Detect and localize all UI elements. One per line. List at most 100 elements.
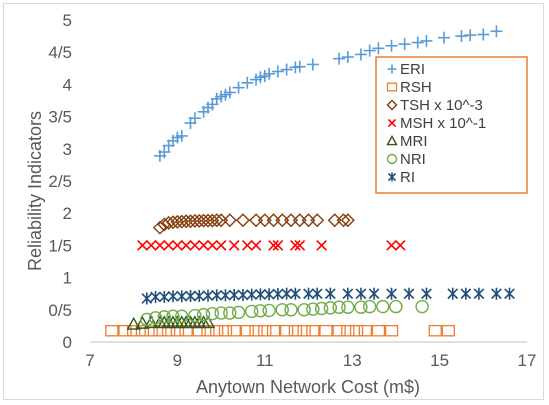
x-tick-label: 17 <box>518 351 537 370</box>
data-point <box>141 292 153 305</box>
data-point <box>310 213 325 228</box>
data-point <box>175 129 188 142</box>
data-point <box>385 39 398 52</box>
y-tick-label: 0/5 <box>48 301 72 320</box>
data-point <box>240 324 254 337</box>
data-point <box>222 213 237 228</box>
x-axis-title: Anytown Network Cost (m$) <box>196 377 420 397</box>
data-point <box>341 324 355 337</box>
y-axis-title: Reliability Indicators <box>25 111 45 271</box>
legend-item: RI <box>387 169 415 186</box>
data-point <box>189 240 201 251</box>
data-point <box>323 301 338 315</box>
plot-area <box>90 25 527 343</box>
data-point <box>303 287 314 300</box>
data-point <box>272 240 284 251</box>
series <box>152 213 355 235</box>
data-point <box>172 240 183 251</box>
data-point <box>126 316 141 330</box>
data-point <box>354 48 367 61</box>
data-point <box>376 299 390 314</box>
data-point <box>210 324 224 337</box>
data-point <box>227 324 241 337</box>
y-tick-label: 0 <box>63 333 72 352</box>
data-point <box>275 303 289 317</box>
data-point <box>332 300 346 314</box>
data-point <box>306 302 320 316</box>
data-point <box>150 290 161 303</box>
data-point <box>144 324 158 337</box>
data-point <box>211 289 223 302</box>
data-point <box>237 288 249 301</box>
data-point <box>232 81 245 94</box>
data-point <box>200 315 216 329</box>
legend-item: RSH <box>386 79 432 96</box>
data-point <box>460 287 472 300</box>
data-point <box>311 287 323 300</box>
data-point <box>263 67 276 80</box>
data-point <box>386 240 397 251</box>
y-tick-label: 5 <box>63 11 72 30</box>
data-point <box>280 63 293 76</box>
x-tick-label: 15 <box>430 351 449 370</box>
data-point <box>231 305 246 320</box>
series <box>140 299 429 327</box>
data-point <box>319 324 333 337</box>
data-point <box>158 290 170 303</box>
data-point <box>202 289 214 302</box>
data-point <box>201 213 215 228</box>
data-point <box>258 324 272 337</box>
data-point <box>415 299 429 314</box>
data-point <box>294 240 306 251</box>
data-point <box>187 213 202 228</box>
data-point <box>148 311 163 325</box>
data-point <box>371 324 386 337</box>
x-tick-label: 13 <box>343 351 362 370</box>
data-point <box>324 287 336 300</box>
data-point <box>176 290 188 303</box>
legend-label: RSH <box>400 79 432 96</box>
data-point <box>473 287 485 300</box>
data-point <box>386 99 398 111</box>
y-axis-ticks: 0 0/5 1 1/5 2 2/5 3 3/5 4 4/5 5 <box>48 11 72 352</box>
data-point <box>135 324 150 337</box>
data-point <box>421 287 432 300</box>
data-point <box>389 299 403 314</box>
data-point <box>387 64 397 74</box>
data-point <box>491 287 502 300</box>
legend-label: MSH x 10^-1 <box>400 115 486 132</box>
y-tick-label: 4/5 <box>48 43 72 62</box>
data-point <box>266 324 281 337</box>
x-axis-ticks: 7 9 11 13 15 17 <box>85 351 536 370</box>
data-point <box>257 213 272 228</box>
data-point <box>275 213 290 228</box>
data-point <box>271 65 284 78</box>
data-point <box>218 324 233 337</box>
data-point <box>386 135 398 146</box>
data-point <box>355 287 367 300</box>
data-point <box>301 213 316 228</box>
data-point <box>447 287 459 300</box>
data-point <box>279 324 294 337</box>
data-point <box>163 240 175 251</box>
y-tick-label: 4 <box>63 75 72 94</box>
data-point <box>253 304 268 318</box>
data-point <box>214 213 229 228</box>
data-point <box>437 31 450 44</box>
legend-item: MSH x 10^-1 <box>387 115 486 132</box>
data-point <box>386 153 398 165</box>
data-point <box>152 220 167 235</box>
data-point <box>166 309 180 323</box>
data-point <box>157 310 171 324</box>
data-point <box>143 315 159 329</box>
data-point <box>244 304 259 319</box>
legend-label: NRI <box>400 151 426 168</box>
data-point <box>183 214 198 229</box>
data-point <box>314 301 329 316</box>
data-point <box>306 324 320 337</box>
legend-label: ERI <box>400 61 425 78</box>
data-point <box>241 76 254 89</box>
data-point <box>362 299 377 314</box>
data-point <box>249 213 264 228</box>
